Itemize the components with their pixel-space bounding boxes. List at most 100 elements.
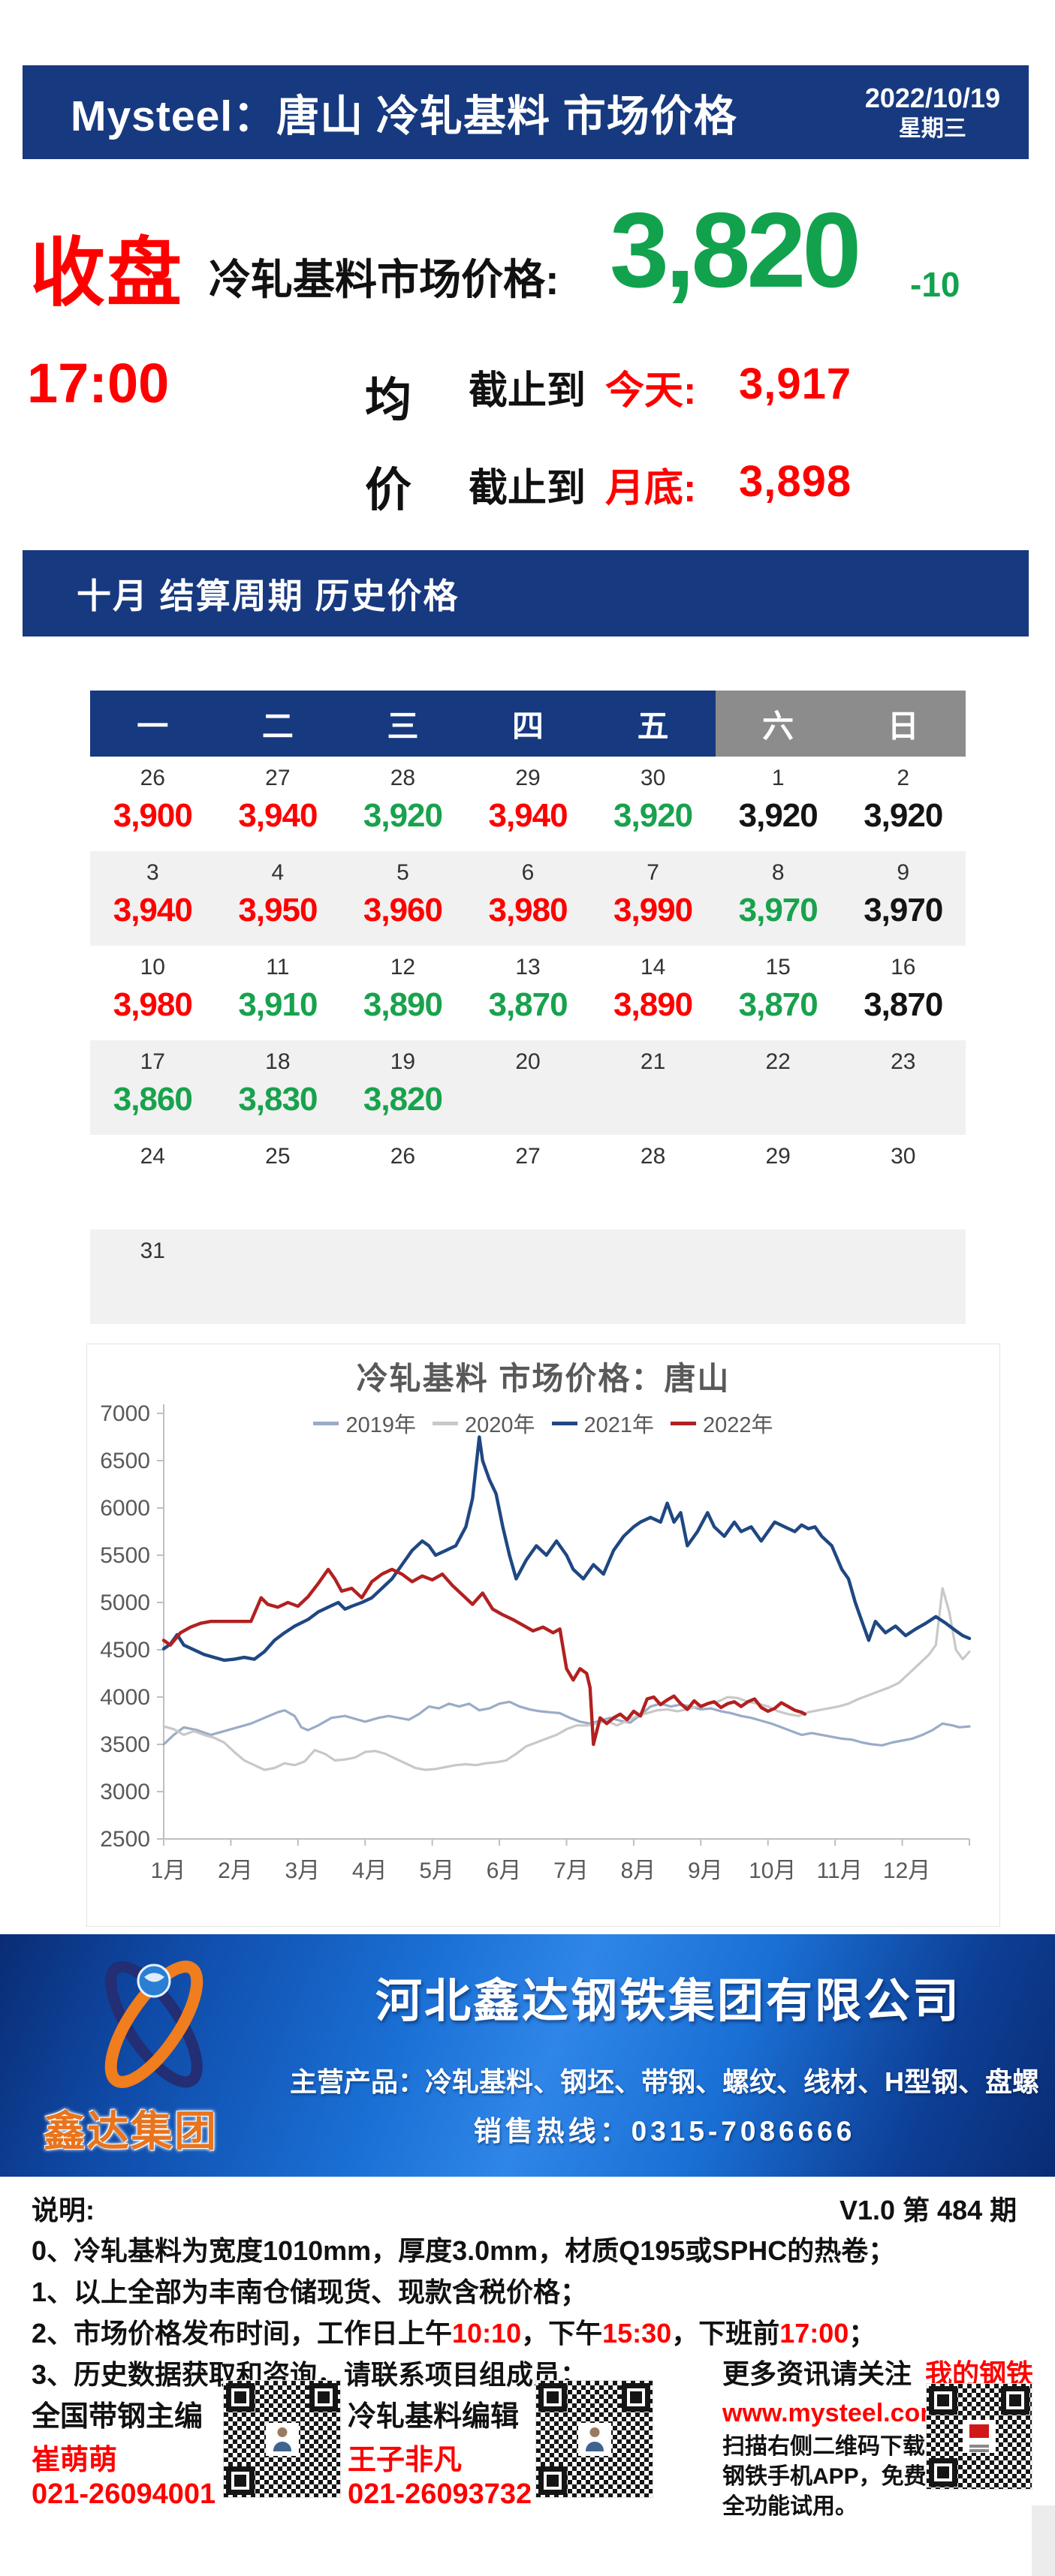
note-0: 0、冷轧基料为宽度1010mm，厚度3.0mm，材质Q195或SPHC的热卷； (32, 2235, 896, 2266)
calendar-date: 29 (765, 1144, 791, 1169)
calendar-date: 8 (771, 860, 785, 885)
y-tick-label: 4500 (100, 1638, 150, 1663)
calendar-weekday-二: 二 (215, 691, 341, 757)
calendar-week-row: 31 (90, 1229, 966, 1324)
close-label: 收盘 (30, 231, 183, 315)
calendar-price: 3,940 (113, 892, 193, 928)
y-tick-label: 7000 (100, 1401, 150, 1426)
weekday-text: 星期三 (898, 116, 966, 142)
calendar-date: 13 (515, 955, 541, 980)
calendar-price: 3,970 (864, 892, 943, 928)
calendar-date: 7 (647, 860, 659, 885)
legend-item-2019年: 2019年 (313, 1407, 416, 1439)
x-tick-label: 5月 (419, 1858, 454, 1883)
xinda-logo-text: 鑫达集团 (44, 2108, 218, 2155)
y-tick-label: 3500 (100, 1732, 150, 1757)
scrollbar-track[interactable] (1032, 2505, 1055, 2576)
x-tick-label: 4月 (352, 1858, 387, 1883)
calendar-day-cell: 4 3,950 (216, 851, 341, 946)
calendar-day-cell: 20 (466, 1040, 591, 1135)
calendar-price: 3,920 (864, 797, 943, 834)
calendar-weekday-五: 五 (590, 691, 716, 757)
calendar-date: 30 (640, 766, 666, 790)
calendar-day-cell (340, 1229, 466, 1324)
date-text: 2022/10/19 (864, 83, 1000, 114)
calendar-day-cell: 1 3,920 (716, 757, 841, 851)
calendar-date: 14 (640, 955, 666, 980)
calendar-day-cell (590, 1229, 716, 1324)
calendar-weekday-header: 一二三四五六日 (90, 691, 966, 757)
calendar-price: 3,900 (113, 797, 193, 834)
calendar-day-cell (716, 1229, 841, 1324)
legend-label: 2020年 (464, 1413, 535, 1437)
calendar-day-cell: 11 3,910 (216, 946, 341, 1040)
calendar-day-cell (840, 1229, 966, 1324)
avg-month-key: 月底: (605, 467, 697, 510)
calendar-price: 3,870 (738, 986, 818, 1023)
calendar-date: 15 (765, 955, 791, 980)
calendar-day-cell (466, 1229, 591, 1324)
calendar-date: 20 (515, 1049, 541, 1074)
calendar-day-cell: 19 3,820 (340, 1040, 466, 1135)
x-tick-label: 12月 (883, 1858, 930, 1883)
calendar-day-cell: 24 (90, 1135, 216, 1229)
calendar-date: 3 (146, 860, 159, 885)
calendar-day-cell: 7 3,990 (590, 851, 716, 946)
calendar-date: 10 (140, 955, 165, 980)
x-tick-label: 9月 (688, 1858, 723, 1883)
chart-title: 冷轧基料 市场价格：唐山 (356, 1361, 731, 1396)
series-line-2021年 (161, 1435, 972, 1663)
calendar-date: 23 (891, 1049, 916, 1074)
calendar-body: 26 3,900 27 3,940 28 3,920 29 3,940 30 3,920 1 3,92… (90, 757, 966, 1324)
calendar-day-cell: 2 3,920 (840, 757, 966, 851)
x-tick-label: 1月 (151, 1858, 186, 1883)
avg-price-char-2: 价 (365, 465, 412, 516)
price-chart-card: 2500 3000 3500 4000 4500 5000 5500 6000 6500 7000… (86, 1344, 1000, 1927)
website-link[interactable]: www.mysteel.com (722, 2399, 943, 2427)
calendar-day-cell: 16 3,870 (840, 946, 966, 1040)
calendar-day-cell: 9 3,970 (840, 851, 966, 946)
calendar-weekday-四: 四 (465, 691, 591, 757)
sales-hotline: 销售热线：0315-7086666 (473, 2116, 856, 2147)
calendar-price: 3,920 (363, 797, 443, 834)
calendar-date: 12 (390, 955, 416, 980)
y-tick-label: 4000 (100, 1685, 150, 1710)
legend-item-2021年: 2021年 (551, 1407, 654, 1439)
series-line-2019年 (162, 1700, 971, 1747)
calendar-date: 28 (390, 766, 416, 790)
calendar-day-cell: 5 3,960 (340, 851, 466, 946)
calendar-day-cell: 25 (216, 1135, 341, 1229)
chart-legend: 2019年 2020年 2021年 2022年 (87, 1407, 999, 1439)
header-bar: Mysteel：唐山 冷轧基料 市场价格 2022/10/19 星期三 (23, 65, 1029, 159)
calendar-date: 5 (396, 860, 409, 885)
calendar-week-row: 24 25 26 27 28 29 30 (90, 1135, 966, 1229)
y-tick-label: 3000 (100, 1780, 150, 1804)
calendar-day-cell: 30 (840, 1135, 966, 1229)
editor2-name: 王子非凡 (348, 2445, 463, 2476)
calendar-date: 22 (765, 1049, 791, 1074)
history-section-title: 十月 结算周期 历史价格 (77, 576, 460, 615)
qr-avatar-icon (577, 2422, 611, 2456)
close-price-change: -10 (910, 265, 960, 304)
xinda-logo-icon (104, 1961, 203, 2088)
company-name: 河北鑫达钢铁集团有限公司 (375, 1976, 961, 2027)
calendar-price: 3,910 (238, 986, 318, 1023)
calendar-date: 17 (140, 1049, 165, 1074)
calendar-date: 28 (640, 1144, 666, 1169)
legend-dash-icon (551, 1421, 577, 1425)
calendar-date: 24 (140, 1144, 165, 1169)
calendar-price: 3,960 (363, 892, 443, 928)
version-issue: V1.0 第 484 期 (839, 2195, 1017, 2225)
calendar-date: 1 (771, 766, 785, 790)
history-section-bar: 十月 结算周期 历史价格 (23, 550, 1029, 636)
calendar-date: 27 (515, 1144, 541, 1169)
calendar-price: 3,920 (613, 797, 693, 834)
y-tick-label: 5500 (100, 1543, 150, 1568)
calendar-day-cell: 29 3,940 (466, 757, 591, 851)
calendar-date: 2 (897, 766, 910, 790)
company-banner: 鑫达集团 河北鑫达钢铁集团有限公司 主营产品：冷轧基料、钢坯、带钢、螺纹、线材、… (0, 1934, 1055, 2177)
calendar-day-cell: 22 (716, 1040, 841, 1135)
series-line-2020年 (162, 1587, 971, 1771)
avg-month-value: 3,898 (739, 457, 852, 506)
